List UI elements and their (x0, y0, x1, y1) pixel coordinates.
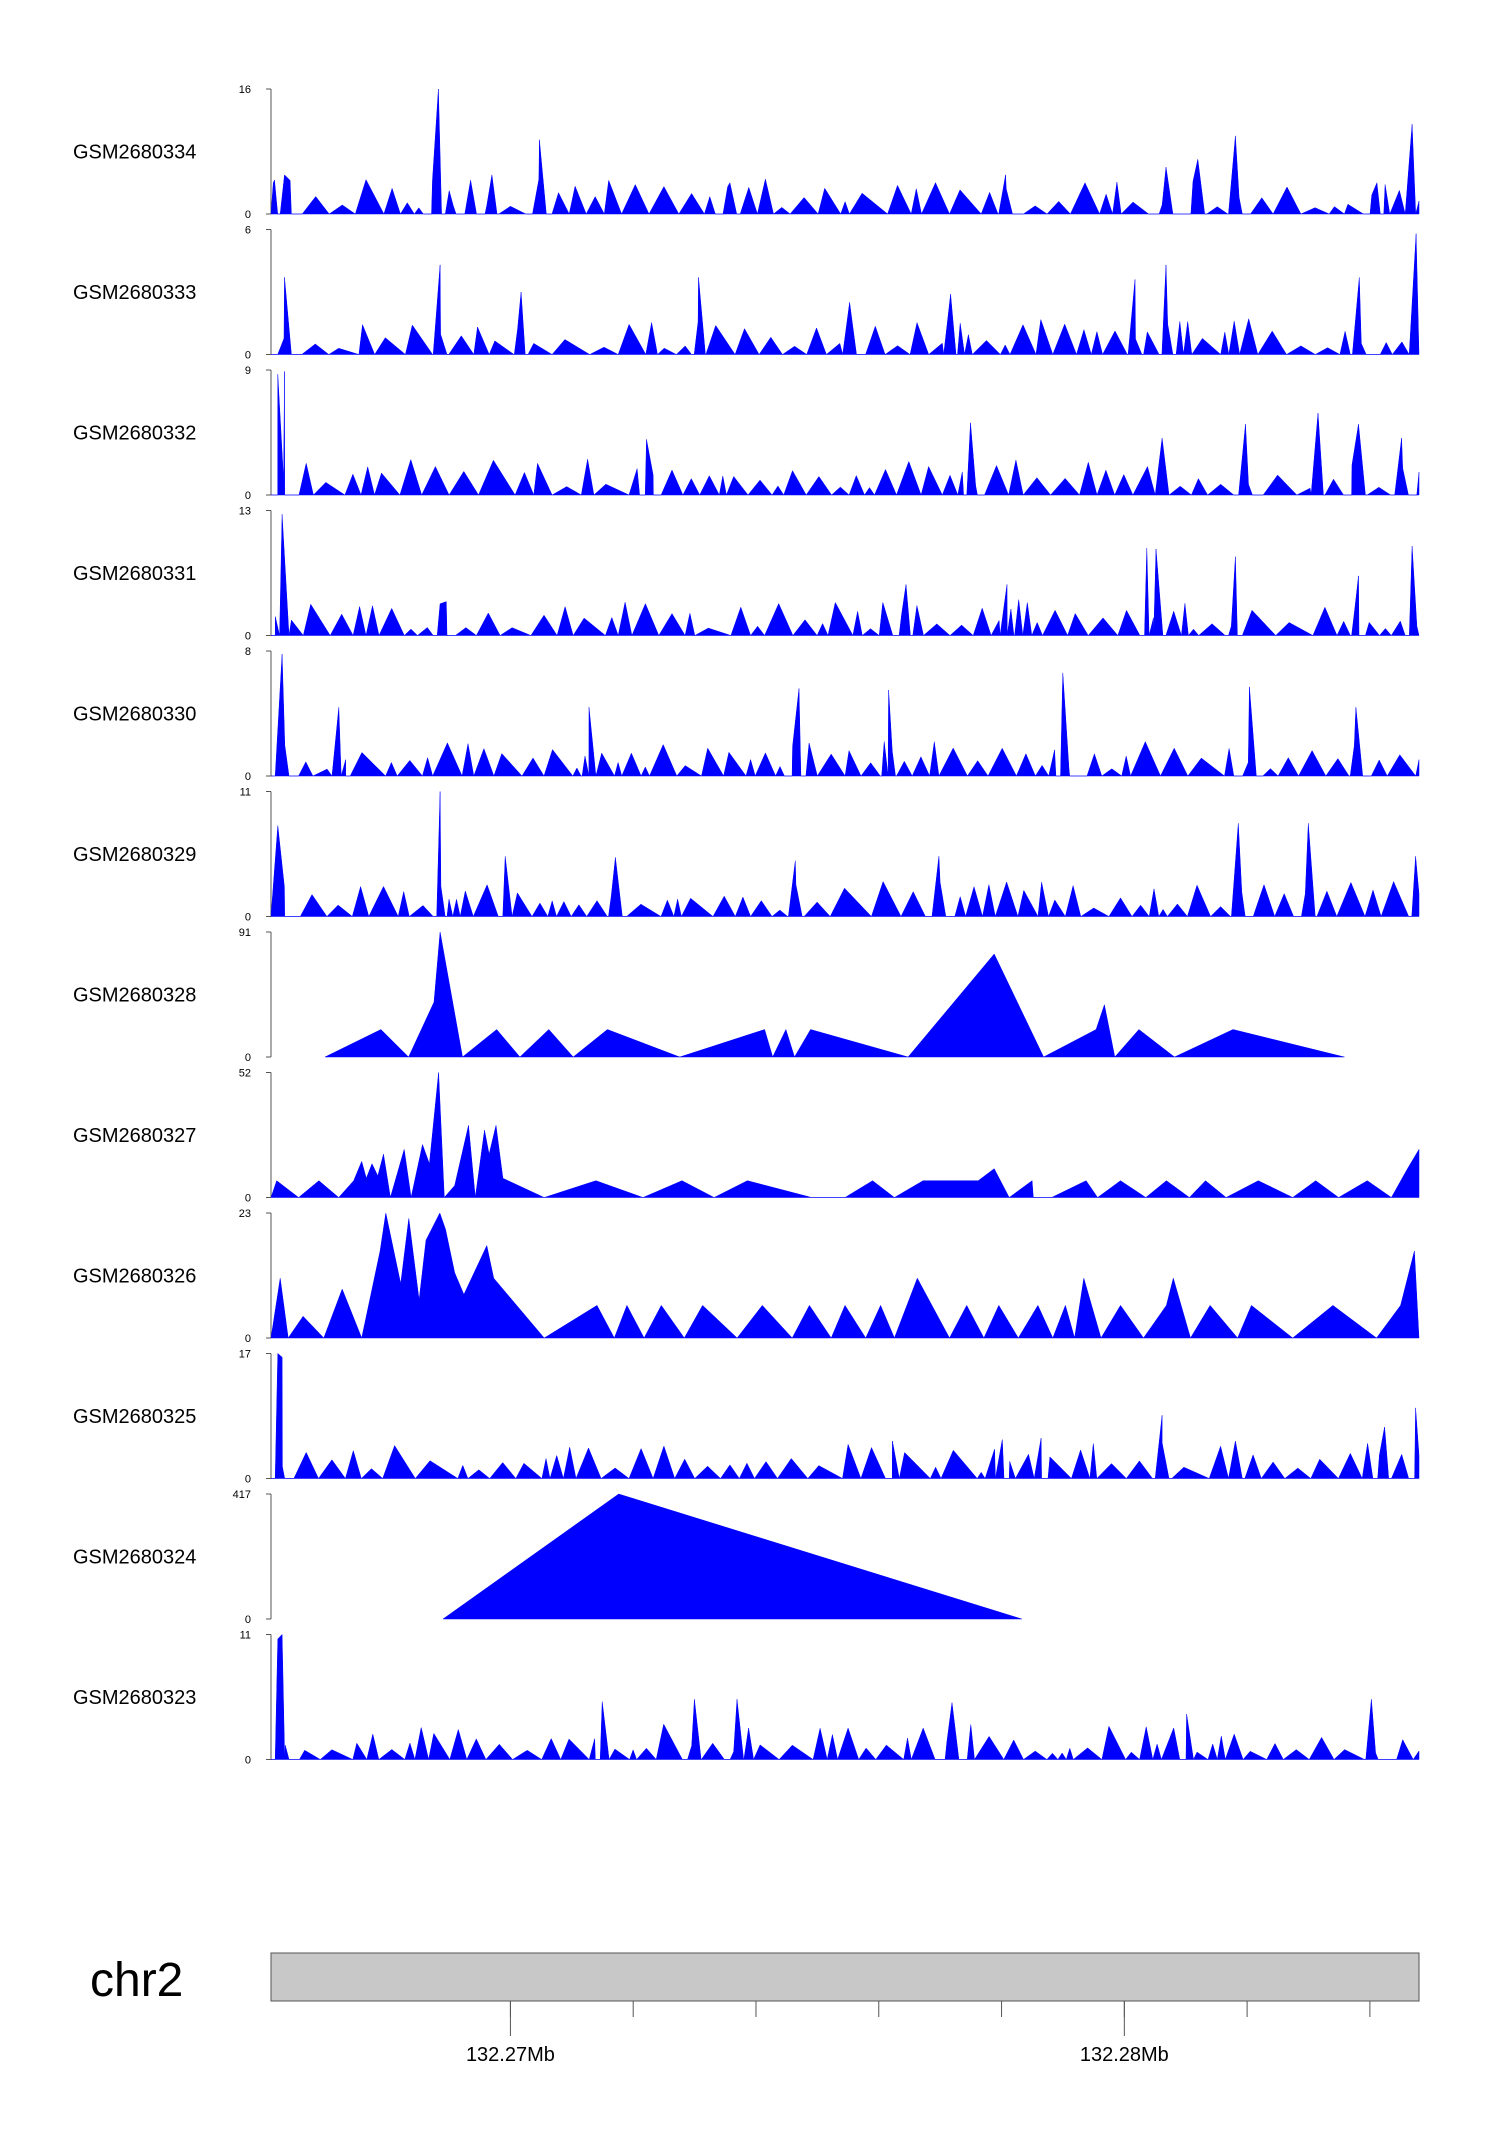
track-GSM2680331: GSM2680331 13 0 (73, 506, 1420, 643)
position-label: 132.27Mb (466, 2044, 555, 2066)
coverage-area (271, 654, 1420, 777)
track-GSM2680326: GSM2680326 23 0 (73, 1208, 1420, 1345)
track-label: GSM2680323 (73, 1687, 196, 1709)
track-label: GSM2680326 (73, 1266, 196, 1288)
track-label: GSM2680334 (73, 142, 196, 164)
track-GSM2680334: GSM2680334 16 0 (73, 84, 1420, 221)
track-GSM2680332: GSM2680332 9 0 (73, 365, 1420, 502)
y-axis-max-label: 6 (245, 225, 251, 237)
track-GSM2680324: GSM2680324 417 0 (73, 1489, 1022, 1626)
coverage-area (270, 1072, 1420, 1199)
track-GSM2680330: GSM2680330 8 0 (73, 646, 1420, 783)
track-GSM2680323: GSM2680323 11 0 (73, 1630, 1420, 1767)
y-axis-min-label: 0 (245, 771, 251, 783)
genomic-position-axis: 132.27Mb 132.28Mb (271, 2000, 1419, 2066)
y-axis-max-label: 11 (240, 787, 251, 799)
track-label: GSM2680324 (73, 1547, 196, 1569)
track-label: GSM2680331 (73, 563, 196, 585)
y-axis-max-label: 91 (239, 927, 251, 939)
chromosome-ideogram: chr2 (90, 1952, 1420, 2007)
y-axis-max-label: 16 (239, 84, 251, 96)
coverage-area (442, 1493, 1022, 1620)
coverage-area (324, 931, 1345, 1058)
y-axis-max-label: 23 (239, 1208, 251, 1220)
track-GSM2680329: GSM2680329 11 0 (73, 787, 1420, 924)
position-label: 132.28Mb (1080, 2044, 1169, 2066)
data-tracks: GSM2680334160GSM268033360GSM268033290GSM… (73, 84, 1420, 1767)
track-label: GSM2680328 (73, 985, 196, 1007)
y-axis-min-label: 0 (245, 912, 251, 924)
y-axis-min-label: 0 (245, 1052, 251, 1064)
y-axis-min-label: 0 (245, 490, 251, 502)
track-GSM2680328: GSM2680328 91 0 (73, 927, 1345, 1064)
chromosome-label: chr2 (90, 1954, 183, 2007)
track-label: GSM2680333 (73, 282, 196, 304)
track-label: GSM2680330 (73, 704, 196, 726)
coverage-area (271, 1633, 1420, 1761)
y-axis-max-label: 417 (233, 1489, 251, 1501)
y-axis-min-label: 0 (245, 1755, 251, 1767)
y-axis-max-label: 13 (239, 506, 251, 518)
coverage-area (271, 1352, 1420, 1480)
coverage-area (271, 371, 1420, 496)
y-axis-max-label: 52 (239, 1068, 251, 1080)
y-axis-min-label: 0 (245, 1474, 251, 1486)
track-label: GSM2680329 (73, 844, 196, 866)
y-axis-max-label: 17 (239, 1349, 251, 1361)
coverage-area (270, 791, 1420, 918)
track-GSM2680327: GSM2680327 52 0 (73, 1068, 1420, 1205)
coverage-area (271, 233, 1420, 356)
y-axis-max-label: 8 (245, 646, 251, 658)
y-axis-min-label: 0 (245, 350, 251, 362)
y-axis-min-label: 0 (245, 1614, 251, 1626)
coverage-area (270, 1212, 1420, 1339)
y-axis-max-label: 11 (240, 1630, 251, 1642)
y-axis-max-label: 9 (245, 365, 251, 377)
track-GSM2680325: GSM2680325 17 0 (73, 1349, 1420, 1486)
y-axis-min-label: 0 (245, 1193, 251, 1205)
track-label: GSM2680327 (73, 1125, 196, 1147)
track-GSM2680333: GSM2680333 6 0 (73, 225, 1420, 362)
track-label: GSM2680332 (73, 423, 196, 445)
y-axis-min-label: 0 (245, 209, 251, 221)
coverage-area (270, 88, 1420, 215)
y-axis-min-label: 0 (245, 1333, 251, 1345)
track-label: GSM2680325 (73, 1406, 196, 1428)
y-axis-min-label: 0 (245, 631, 251, 643)
chromosome-band (270, 1952, 1420, 2002)
coverage-area (271, 514, 1420, 637)
